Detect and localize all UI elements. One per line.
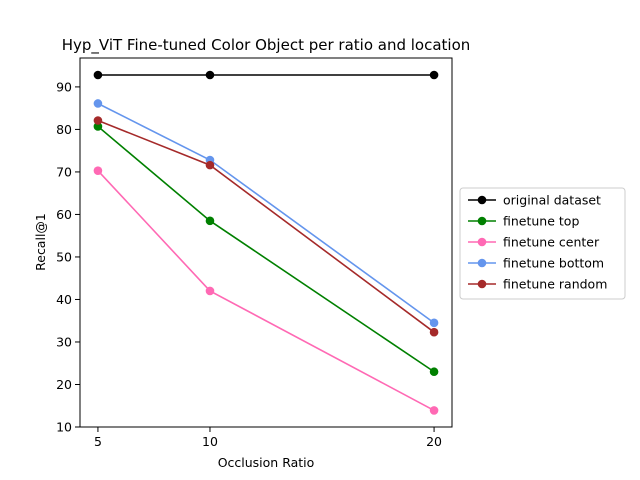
y-axis: 10 20 30 40 50 60 70 80 90: [56, 79, 80, 435]
data-point: [93, 166, 103, 175]
x-axis-title: Occlusion Ratio: [218, 455, 315, 470]
legend-item: finetune center: [468, 235, 600, 250]
data-point: [205, 70, 215, 80]
y-tick-label: 30: [56, 334, 72, 349]
series-line: [97, 102, 435, 324]
x-tick-label: 20: [426, 434, 442, 449]
y-axis-title: Recall@1: [33, 213, 48, 271]
series-finetune-random: [93, 116, 439, 337]
y-tick-label: 40: [56, 292, 72, 307]
data-point: [205, 160, 215, 170]
chart-title: Hyp_ViT Fine-tuned Color Object per rati…: [62, 36, 471, 55]
data-point: [93, 70, 103, 80]
data-point: [93, 99, 103, 108]
data-point: [429, 70, 439, 80]
y-tick-label: 20: [56, 377, 72, 392]
plot-area: [93, 70, 439, 415]
legend-label: finetune bottom: [503, 256, 604, 271]
series-finetune-center: [93, 166, 439, 415]
x-tick-label: 10: [202, 434, 218, 449]
y-tick-label: 10: [56, 420, 72, 435]
legend-label: original dataset: [503, 193, 601, 208]
y-tick-label: 80: [56, 122, 72, 137]
legend-frame: [459, 187, 626, 300]
legend-label: finetune top: [503, 214, 579, 229]
legend-item: finetune random: [468, 277, 607, 292]
legend-label: finetune center: [503, 235, 600, 250]
y-tick-label: 90: [56, 79, 72, 94]
data-point: [205, 286, 215, 296]
x-tick-label: 5: [94, 434, 102, 449]
series-line: [97, 119, 435, 333]
legend-item: original dataset: [468, 193, 601, 208]
legend-label: finetune random: [503, 277, 607, 292]
x-axis: 5 10 20: [94, 427, 442, 449]
legend-marker: [477, 258, 487, 268]
legend-item: finetune bottom: [468, 256, 604, 271]
y-tick-label: 70: [56, 164, 72, 179]
data-point: [205, 216, 215, 226]
y-tick-label: 60: [56, 207, 72, 222]
series-line: [97, 125, 435, 373]
series-original-dataset: [93, 70, 439, 80]
legend-marker: [477, 279, 487, 289]
data-point: [93, 116, 103, 125]
series-finetune-bottom: [93, 99, 439, 328]
legend-marker: [477, 216, 487, 226]
data-point: [429, 406, 439, 415]
legend-item: finetune top: [468, 214, 579, 229]
y-tick-label: 50: [56, 249, 72, 264]
data-point: [429, 327, 439, 337]
data-point: [93, 122, 103, 131]
data-point: [429, 318, 439, 328]
series-finetune-top: [93, 122, 439, 377]
legend-marker: [477, 195, 487, 205]
plot-frame: [79, 57, 453, 428]
data-point: [429, 367, 439, 377]
legend-marker: [477, 237, 487, 247]
legend: original dataset finetune top finetune cen…: [459, 187, 626, 300]
